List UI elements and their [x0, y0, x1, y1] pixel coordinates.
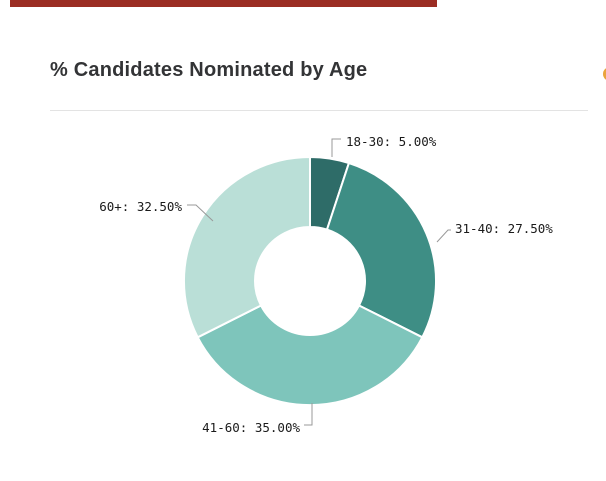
top-chart-fragment [10, 0, 437, 7]
slice-label: 18-30: 5.00% [346, 134, 437, 149]
label-leader-line [187, 204, 214, 222]
pie-slice-41-60[interactable] [196, 304, 424, 407]
label-leader-line [436, 229, 451, 243]
slice-label: 31-40: 27.50% [455, 221, 553, 236]
label-leader-line [304, 403, 313, 426]
slice-label: 60+: 32.50% [99, 199, 182, 214]
pie-slice-31-40[interactable] [326, 162, 437, 339]
title-divider [50, 110, 588, 111]
pie-slice-60+[interactable] [183, 156, 311, 339]
panel-action-button[interactable] [603, 67, 606, 81]
panel-title: % Candidates Nominated by Age [50, 59, 368, 81]
label-leader-line [331, 138, 341, 157]
slice-label: 41-60: 35.00% [202, 420, 300, 435]
